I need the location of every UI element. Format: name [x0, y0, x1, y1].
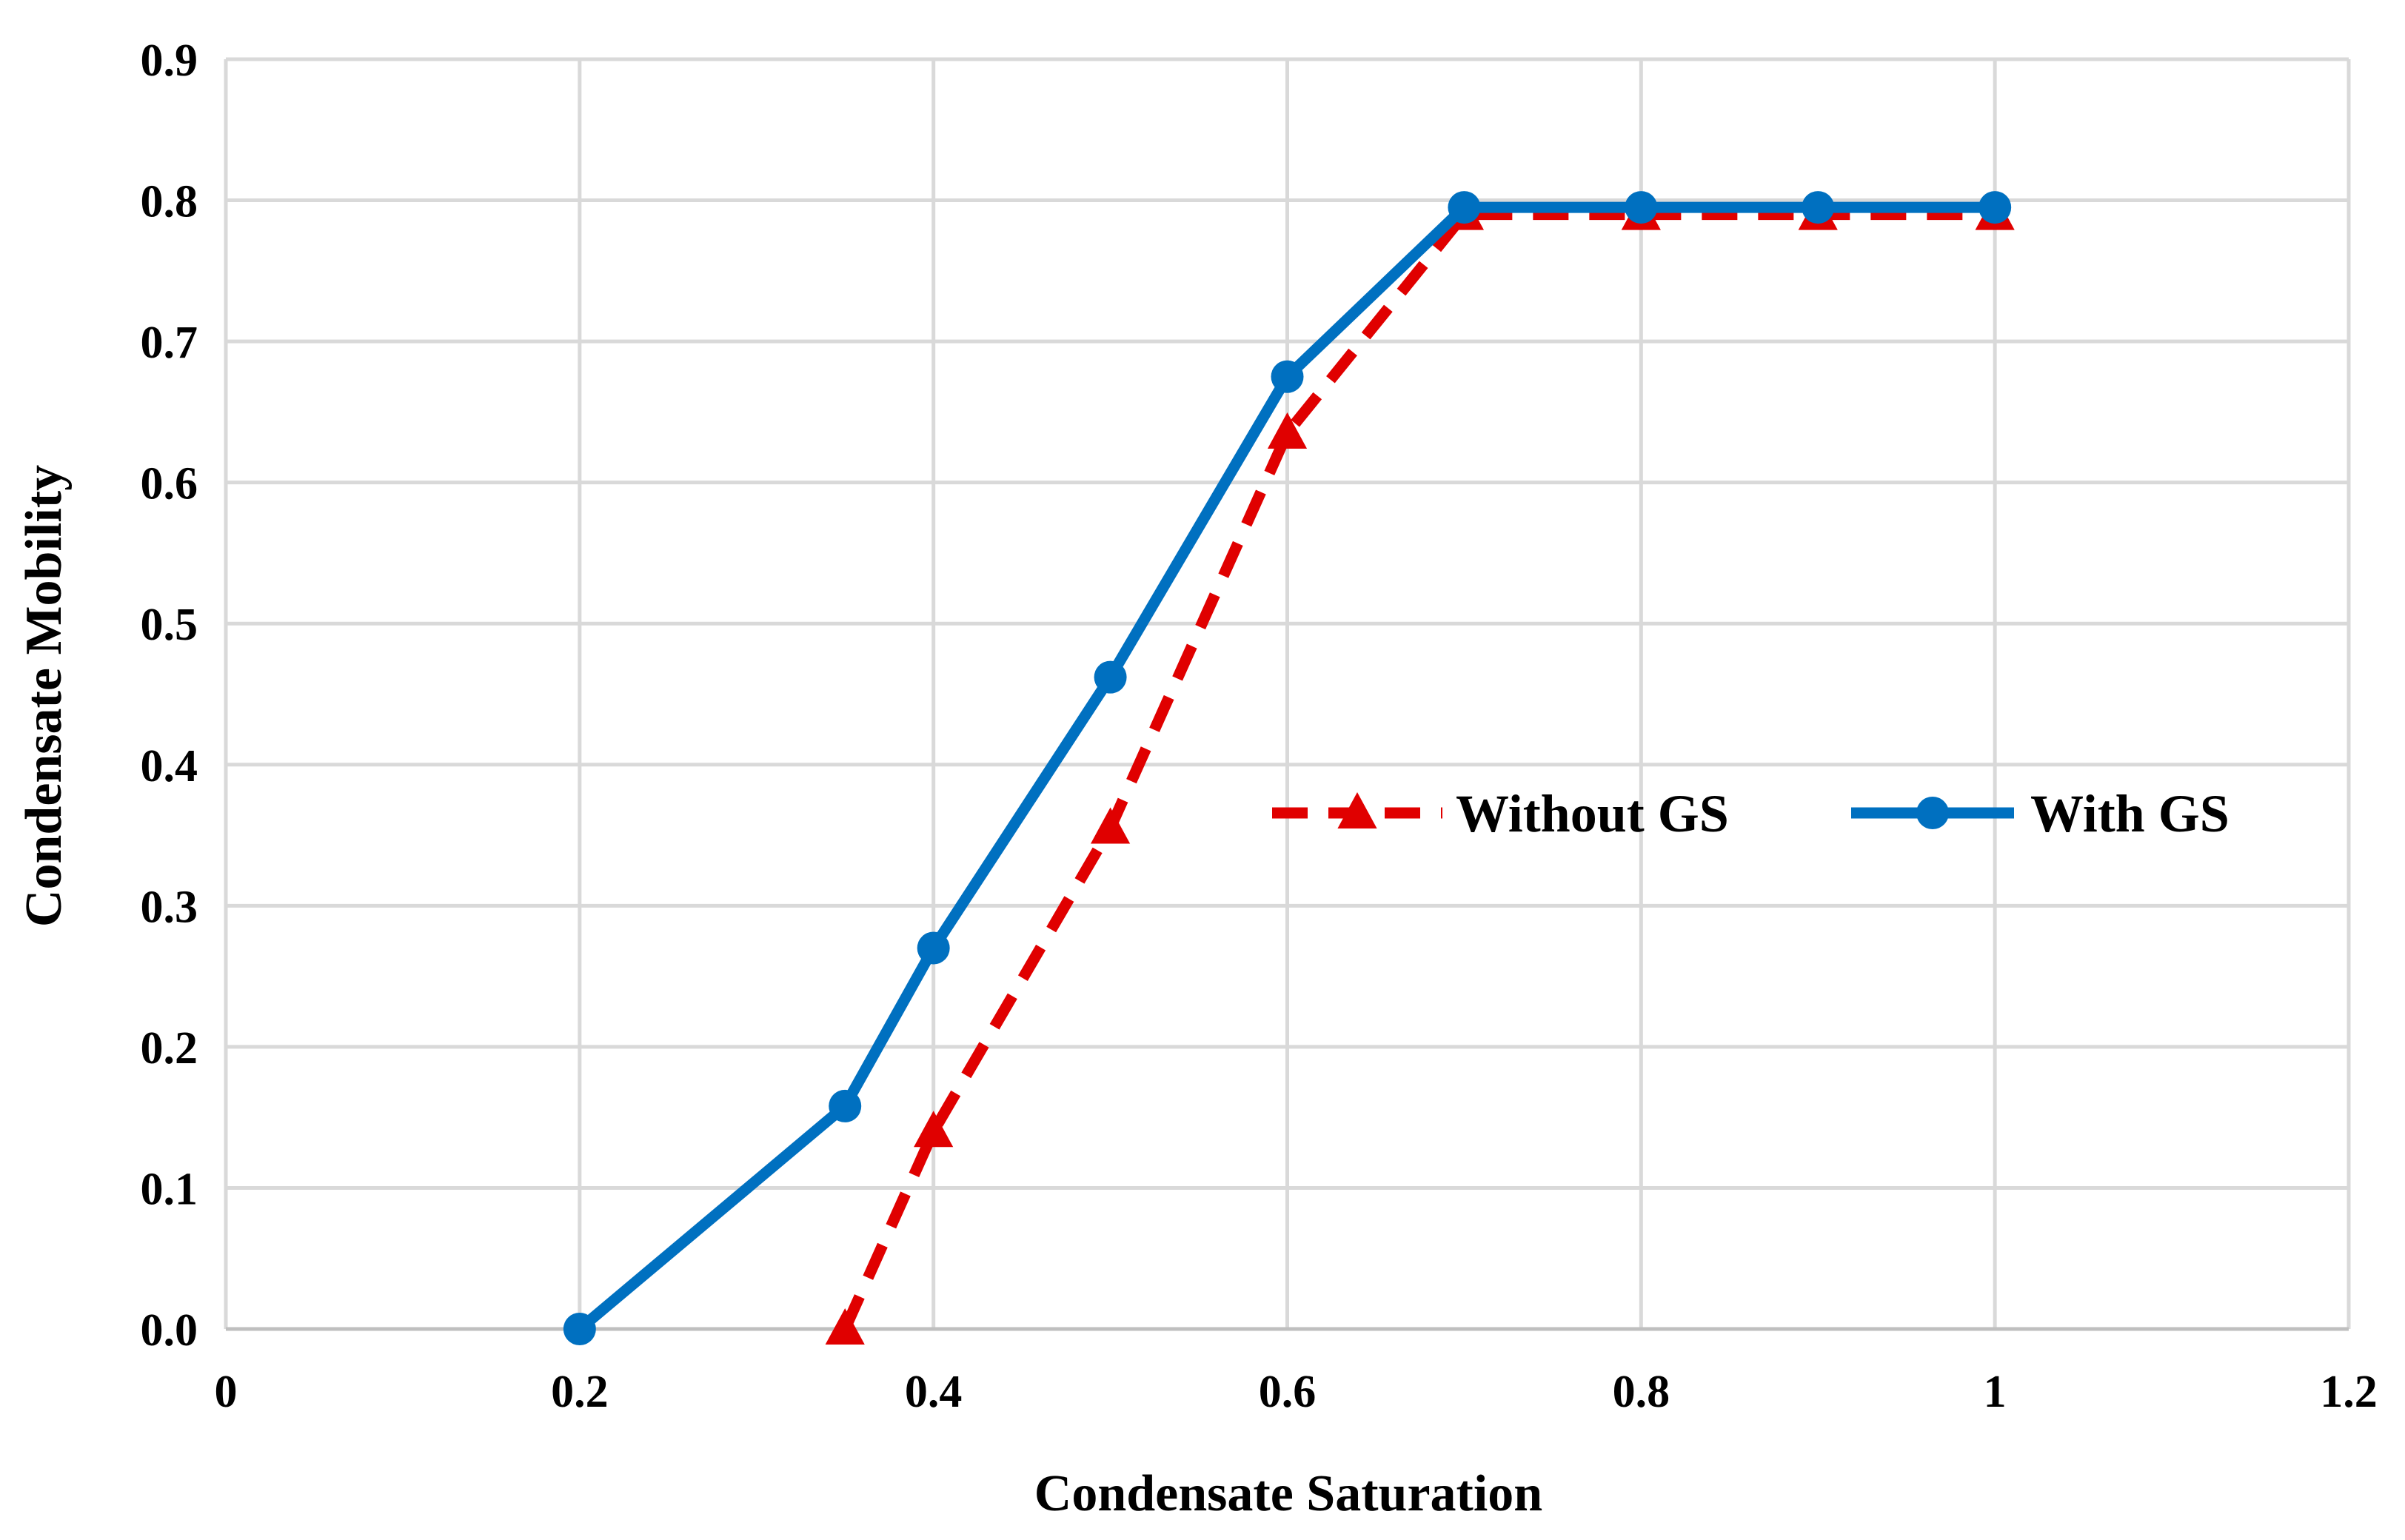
legend-marker [1916, 797, 1949, 829]
data-point [1802, 191, 1835, 224]
data-point [563, 1313, 596, 1345]
x-tick-label: 0.8 [1613, 1367, 1670, 1417]
y-tick-label: 0.0 [141, 1305, 198, 1356]
y-tick-label: 0.9 [141, 36, 198, 86]
y-tick-label: 0.1 [141, 1164, 198, 1214]
y-tick-label: 0.3 [141, 882, 198, 932]
data-point [1978, 191, 2012, 224]
data-point [1448, 191, 1481, 224]
data-point [829, 1089, 862, 1122]
y-tick-label: 0.7 [141, 318, 198, 368]
y-axis-title: Condensate Mobility [16, 465, 73, 927]
series-with-gs [563, 191, 2012, 1345]
data-point [1094, 660, 1127, 694]
y-tick-label: 0.4 [141, 741, 198, 791]
legend-marker [1337, 792, 1377, 828]
x-tick-label: 0 [215, 1367, 238, 1417]
x-tick-label: 0.6 [1259, 1367, 1317, 1417]
data-point [1090, 807, 1131, 844]
legend: Without GS With GS [1272, 784, 2230, 843]
y-tick-label: 0.2 [141, 1023, 198, 1074]
y-tick-label: 0.5 [141, 600, 198, 650]
series [563, 191, 2015, 1345]
legend-entry: Without GS [1272, 784, 1729, 843]
data-point [825, 1308, 865, 1345]
x-tick-label: 1.2 [2320, 1367, 2378, 1417]
y-tick-label: 0.6 [141, 459, 198, 509]
x-tick-label: 0.2 [551, 1367, 609, 1417]
data-point [917, 931, 950, 965]
x-tick-label: 1 [1984, 1367, 2007, 1417]
data-point [914, 1111, 954, 1148]
legend-label: With GS [2030, 784, 2230, 843]
x-tick-label: 0.4 [905, 1367, 963, 1417]
legend-label: Without GS [1456, 784, 1729, 843]
grid [224, 57, 2351, 1331]
y-tick-label: 0.8 [141, 177, 198, 227]
data-point [1271, 360, 1304, 393]
legend-entry: With GS [1851, 784, 2230, 843]
series-without-gs [825, 193, 2015, 1345]
tick-labels: 0 0.2 0.4 0.6 0.8 1 1.2 0.0 0.1 0.2 0.3 0.4 0.5 0.6 0.… [141, 36, 2378, 1417]
x-axis-title: Condensate Saturation [1034, 1465, 1542, 1522]
data-point [1267, 412, 1308, 449]
data-point [1625, 191, 1658, 224]
series-line [840, 209, 1996, 1332]
